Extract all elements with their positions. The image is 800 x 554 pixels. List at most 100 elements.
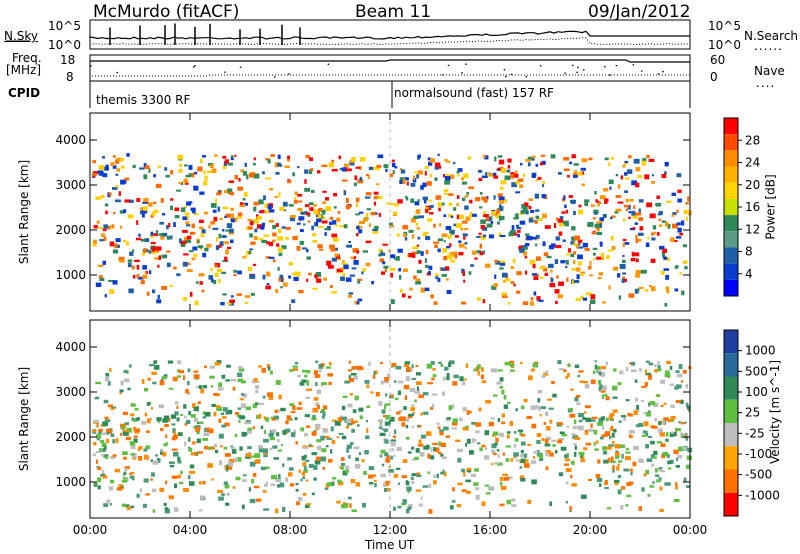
echo-cell [284, 165, 291, 168]
echo-cell [177, 456, 181, 461]
echo-cell [535, 405, 539, 410]
echo-cell [486, 223, 493, 228]
echo-cell [440, 442, 446, 448]
echo-cell [663, 268, 669, 271]
echo-cell [101, 432, 108, 436]
echo-cell [437, 277, 441, 283]
echo-cell [347, 403, 353, 408]
echo-cell [293, 276, 299, 281]
echo-cell [661, 220, 667, 223]
echo-cell [522, 173, 526, 177]
echo-cell [445, 278, 449, 281]
echo-cell [180, 242, 186, 247]
echo-cell [101, 156, 106, 159]
echo-cell [104, 377, 110, 382]
echo-cell [441, 233, 448, 238]
echo-cell [635, 273, 640, 278]
echo-cell [394, 257, 397, 260]
echo-cell [186, 201, 192, 206]
echo-cell [425, 235, 431, 241]
echo-cell [626, 494, 632, 498]
echo-cell [344, 380, 351, 384]
echo-cell [424, 258, 427, 263]
echo-cell [325, 197, 329, 201]
echo-cell [635, 182, 640, 188]
echo-cell [482, 211, 487, 214]
echo-cell [402, 459, 408, 464]
echo-cell [122, 451, 128, 456]
echo-cell [311, 417, 317, 421]
echo-cell [141, 213, 145, 218]
echo-cell [404, 363, 409, 368]
echo-cell [349, 393, 353, 396]
echo-cell [236, 414, 242, 418]
echo-cell [114, 468, 120, 473]
freq-dot [327, 63, 330, 66]
echo-cell [461, 301, 467, 305]
echo-cell [395, 365, 402, 370]
echo-cell [274, 162, 279, 168]
echo-cell [416, 174, 419, 179]
echo-cell [645, 372, 652, 376]
echo-cell [388, 469, 394, 473]
echo-cell [366, 384, 370, 389]
echo-cell [441, 202, 445, 206]
echo-cell [174, 215, 180, 219]
echo-cell [440, 267, 446, 271]
echo-cell [116, 168, 120, 172]
echo-cell [647, 435, 653, 438]
echo-cell [624, 172, 628, 176]
echo-cell [548, 263, 554, 268]
echo-cell [285, 428, 291, 433]
echo-cell [462, 233, 468, 237]
freq-dot [539, 64, 542, 67]
echo-cell [302, 476, 306, 480]
echo-cell [668, 482, 671, 485]
echo-cell [677, 198, 682, 203]
echo-cell [644, 369, 647, 374]
echo-cell [599, 384, 603, 389]
echo-cell [222, 229, 225, 232]
echo-cell [670, 433, 674, 438]
cpid-program-2: normalsound (fast) 157 RF [394, 86, 554, 100]
echo-cell [104, 203, 109, 207]
echo-cell [475, 494, 480, 500]
echo-cell [332, 220, 337, 225]
echo-cell [354, 464, 361, 469]
echo-cell [682, 369, 687, 374]
echo-cell [593, 209, 599, 214]
echo-cell [531, 368, 535, 372]
echo-cell [396, 411, 401, 415]
echo-cell [356, 203, 359, 208]
echo-cell [428, 161, 433, 166]
echo-cell [316, 218, 322, 223]
echo-cell [287, 457, 292, 461]
xaxis-label: Time UT [365, 538, 415, 552]
echo-cell [271, 474, 278, 480]
echo-cell [354, 420, 359, 423]
echo-cell [511, 504, 517, 507]
echo-cell [414, 171, 419, 174]
echo-cell [610, 236, 614, 241]
echo-cell [104, 294, 107, 298]
echo-cell [570, 253, 575, 258]
echo-cell [221, 493, 225, 496]
echo-cell [563, 220, 569, 225]
echo-cell [475, 487, 480, 491]
echo-cell [265, 158, 270, 161]
echo-cell [501, 413, 506, 418]
echo-cell [298, 401, 302, 406]
echo-cell [152, 460, 159, 465]
echo-cell [609, 436, 612, 440]
echo-cell [421, 434, 426, 439]
echo-cell [416, 250, 421, 254]
echo-cell [406, 181, 409, 186]
echo-cell [419, 452, 425, 457]
echo-cell [225, 410, 228, 415]
echo-cell [150, 459, 154, 463]
echo-cell [609, 186, 612, 190]
echo-cell [437, 153, 440, 157]
echo-cell [309, 202, 314, 206]
echo-cell [351, 366, 358, 370]
colorbar-tick-label: 16 [745, 200, 760, 214]
